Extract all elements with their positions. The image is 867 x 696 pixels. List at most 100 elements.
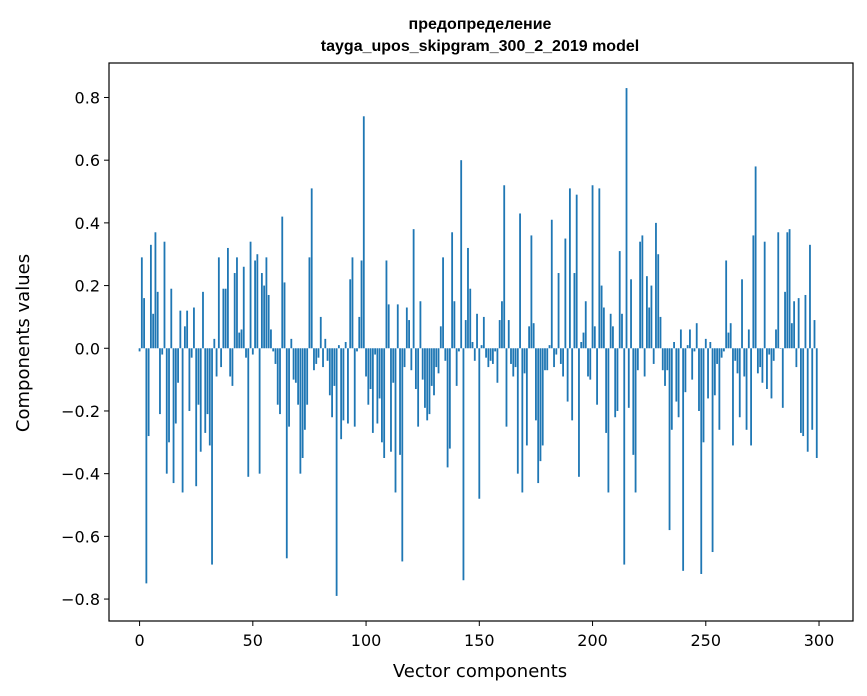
bar bbox=[793, 301, 796, 349]
bar bbox=[528, 326, 531, 349]
bar bbox=[163, 241, 166, 349]
bar bbox=[720, 348, 723, 358]
bar bbox=[539, 348, 542, 462]
bar bbox=[324, 338, 327, 349]
bar bbox=[797, 298, 800, 349]
bar bbox=[535, 348, 537, 421]
bar bbox=[537, 348, 540, 484]
bar bbox=[489, 348, 492, 361]
x-tick-label: 0 bbox=[134, 631, 144, 650]
bar bbox=[342, 348, 345, 421]
bar bbox=[242, 266, 245, 349]
bar bbox=[521, 348, 524, 493]
bar bbox=[648, 307, 651, 349]
bar bbox=[204, 348, 207, 433]
bar bbox=[693, 348, 696, 352]
bar bbox=[514, 348, 517, 368]
bar bbox=[763, 241, 766, 349]
bar bbox=[183, 326, 186, 349]
y-tick-label: 0.8 bbox=[75, 88, 100, 107]
bar bbox=[636, 348, 639, 371]
bar bbox=[381, 348, 383, 443]
bar bbox=[689, 329, 691, 349]
bar bbox=[222, 288, 225, 349]
bar bbox=[186, 310, 189, 349]
bar bbox=[704, 338, 707, 349]
bar bbox=[471, 342, 474, 349]
bar bbox=[462, 348, 465, 581]
bar bbox=[337, 345, 340, 349]
bar bbox=[220, 348, 223, 368]
bar bbox=[274, 348, 277, 364]
bar bbox=[813, 320, 816, 349]
bar bbox=[618, 251, 621, 349]
bar bbox=[575, 194, 578, 349]
bar bbox=[747, 329, 750, 349]
bars-group bbox=[138, 88, 818, 596]
bar bbox=[251, 348, 254, 355]
bar bbox=[227, 247, 229, 349]
bar bbox=[775, 329, 777, 349]
bar bbox=[779, 348, 782, 349]
bar bbox=[584, 301, 587, 349]
bar bbox=[233, 273, 236, 349]
x-tick-label: 300 bbox=[804, 631, 835, 650]
bar bbox=[480, 345, 483, 349]
bar bbox=[356, 348, 358, 352]
bar bbox=[741, 279, 743, 349]
bar bbox=[627, 348, 630, 408]
bar bbox=[270, 329, 272, 349]
bar bbox=[607, 348, 610, 493]
bar bbox=[353, 348, 356, 427]
bar bbox=[544, 348, 546, 371]
bar bbox=[723, 348, 725, 352]
bar bbox=[503, 185, 506, 349]
bar bbox=[290, 338, 293, 349]
bar bbox=[519, 213, 521, 349]
bar bbox=[589, 348, 592, 380]
bar bbox=[777, 232, 780, 349]
bar bbox=[713, 348, 716, 396]
bar bbox=[621, 313, 623, 349]
bar bbox=[428, 348, 431, 415]
bar bbox=[442, 257, 444, 349]
bar bbox=[426, 348, 429, 421]
bar bbox=[541, 348, 544, 446]
x-tick-label: 200 bbox=[577, 631, 608, 650]
bar bbox=[455, 348, 458, 386]
bar bbox=[317, 348, 320, 358]
bar bbox=[668, 348, 671, 531]
x-tick-label: 100 bbox=[351, 631, 382, 650]
x-tick-label: 250 bbox=[691, 631, 722, 650]
bar bbox=[288, 348, 290, 427]
bar bbox=[394, 348, 397, 493]
bar bbox=[559, 348, 562, 364]
bar bbox=[460, 160, 463, 349]
bar bbox=[761, 348, 764, 383]
bar bbox=[659, 316, 662, 349]
bar bbox=[501, 301, 503, 349]
bar bbox=[766, 348, 768, 390]
bar bbox=[768, 348, 771, 355]
bar bbox=[172, 348, 175, 484]
bar bbox=[276, 348, 279, 405]
bar bbox=[213, 338, 216, 349]
bar bbox=[453, 301, 456, 349]
bar bbox=[390, 348, 392, 452]
bar bbox=[772, 348, 775, 361]
bar bbox=[625, 88, 628, 349]
bar bbox=[525, 348, 528, 446]
y-axis-ticks: −0.8 −0.6 −0.4 −0.2 0.0 0.2 0.4 0.6 0.8 bbox=[61, 88, 109, 609]
bar bbox=[283, 282, 286, 349]
bar bbox=[562, 348, 564, 377]
bar bbox=[612, 326, 614, 349]
bar bbox=[643, 348, 646, 377]
bar bbox=[202, 291, 204, 349]
bar bbox=[795, 348, 798, 368]
bar bbox=[811, 348, 814, 430]
bar bbox=[347, 348, 349, 424]
bar bbox=[410, 348, 413, 371]
bar bbox=[247, 348, 250, 477]
bar bbox=[600, 285, 603, 349]
bar bbox=[159, 348, 161, 415]
